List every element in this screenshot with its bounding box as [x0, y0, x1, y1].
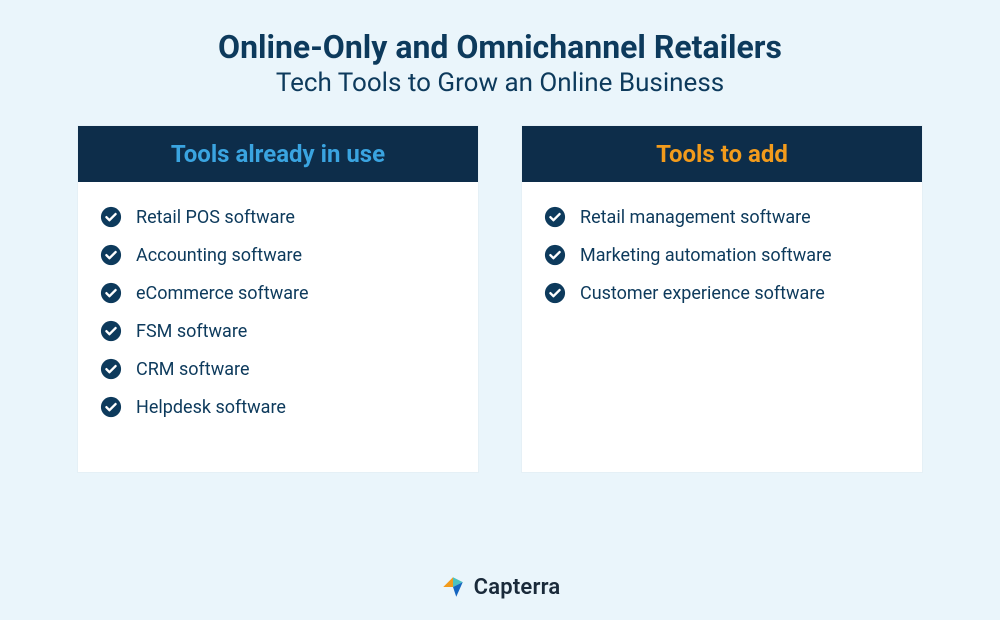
list-item: Retail management software — [544, 206, 900, 228]
card-body-to-add: Retail management software Marketing aut… — [522, 182, 922, 324]
list-item: eCommerce software — [100, 282, 456, 304]
page-title: Online-Only and Omnichannel Retailers — [78, 28, 922, 66]
card-heading-in-use: Tools already in use — [78, 126, 478, 182]
check-icon — [544, 282, 566, 304]
brand-logo-icon — [440, 574, 466, 600]
item-label: Customer experience software — [580, 283, 825, 304]
brand-name: Capterra — [474, 575, 561, 600]
item-label: CRM software — [136, 359, 249, 380]
list-item: Retail POS software — [100, 206, 456, 228]
list-item: Marketing automation software — [544, 244, 900, 266]
check-icon — [544, 244, 566, 266]
list-item: Customer experience software — [544, 282, 900, 304]
check-icon — [100, 282, 122, 304]
card-tools-in-use: Tools already in use Retail POS software… — [78, 126, 478, 472]
check-icon — [100, 396, 122, 418]
card-tools-to-add: Tools to add Retail management software … — [522, 126, 922, 472]
card-body-in-use: Retail POS software Accounting software … — [78, 182, 478, 438]
item-label: Helpdesk software — [136, 397, 286, 418]
check-icon — [100, 358, 122, 380]
list-item: CRM software — [100, 358, 456, 380]
page-subtitle: Tech Tools to Grow an Online Business — [78, 68, 922, 98]
item-label: Accounting software — [136, 245, 302, 266]
item-label: FSM software — [136, 321, 247, 342]
item-label: Marketing automation software — [580, 245, 832, 266]
cards-row: Tools already in use Retail POS software… — [78, 126, 922, 472]
item-label: Retail management software — [580, 207, 811, 228]
item-label: eCommerce software — [136, 283, 309, 304]
check-icon — [100, 206, 122, 228]
header: Online-Only and Omnichannel Retailers Te… — [78, 28, 922, 98]
footer: Capterra — [78, 546, 922, 600]
list-item: FSM software — [100, 320, 456, 342]
check-icon — [100, 320, 122, 342]
list-item: Accounting software — [100, 244, 456, 266]
check-icon — [544, 206, 566, 228]
check-icon — [100, 244, 122, 266]
item-label: Retail POS software — [136, 207, 295, 228]
card-heading-to-add: Tools to add — [522, 126, 922, 182]
list-item: Helpdesk software — [100, 396, 456, 418]
